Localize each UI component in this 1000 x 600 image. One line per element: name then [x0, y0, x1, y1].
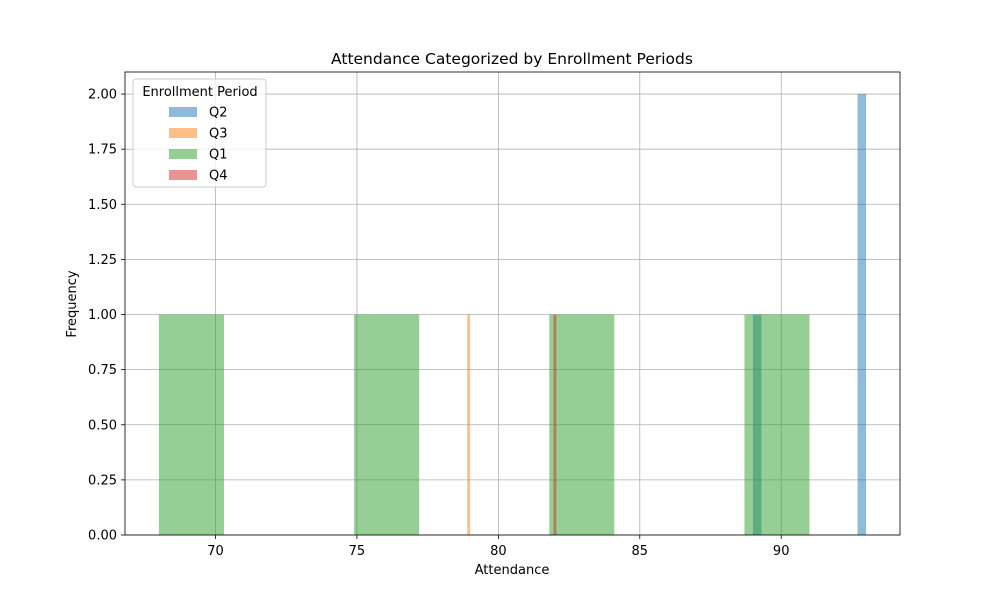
bar-q4: [553, 314, 557, 535]
legend-label-q3: Q3: [209, 127, 228, 142]
legend-swatch-q1: [169, 149, 197, 159]
bar-q1: [158, 314, 224, 535]
y-tick-label: 1.50: [88, 198, 117, 213]
y-tick-label: 2.00: [88, 88, 117, 103]
legend-box: [132, 78, 267, 188]
y-tick-label: 0.25: [88, 473, 117, 488]
bar-q2: [857, 94, 867, 536]
legend-title: Enrollment Period: [142, 85, 257, 100]
legend-label-q4: Q4: [209, 169, 228, 184]
legend-swatch-q3: [169, 128, 197, 138]
axis-ticks: 70 75 80 85 90 0.00 0.25 0.50 0.75 1.00 1.25 1.50 1.…: [88, 88, 789, 559]
legend-label-q2: Q2: [209, 106, 228, 121]
x-tick-label: 70: [207, 544, 224, 559]
x-axis-title: Attendance: [475, 563, 550, 578]
bar-q1: [744, 314, 810, 535]
y-tick-label: 0.00: [88, 529, 117, 544]
x-tick-label: 90: [773, 544, 790, 559]
legend-swatch-q2: [169, 107, 197, 117]
legend: Enrollment Period Q2 Q3 Q1 Q4: [132, 78, 267, 188]
x-tick-label: 85: [632, 544, 649, 559]
bar-q1: [549, 314, 615, 535]
y-tick-label: 1.75: [88, 143, 117, 158]
y-tick-label: 0.75: [88, 363, 117, 378]
y-tick-label: 0.50: [88, 418, 117, 433]
y-axis-title: Frequency: [65, 270, 80, 337]
x-tick-label: 80: [490, 544, 507, 559]
chart-title: Attendance Categorized by Enrollment Per…: [331, 50, 693, 68]
y-tick-label: 1.25: [88, 253, 117, 268]
plot-frame: [124, 71, 901, 536]
bar-q3: [467, 314, 471, 535]
y-tick-label: 1.00: [88, 308, 117, 323]
x-tick-label: 75: [349, 544, 366, 559]
legend-label-q1: Q1: [209, 148, 228, 163]
bars: [158, 94, 867, 536]
bar-q1: [354, 314, 420, 535]
legend-swatch-q4: [169, 170, 197, 180]
